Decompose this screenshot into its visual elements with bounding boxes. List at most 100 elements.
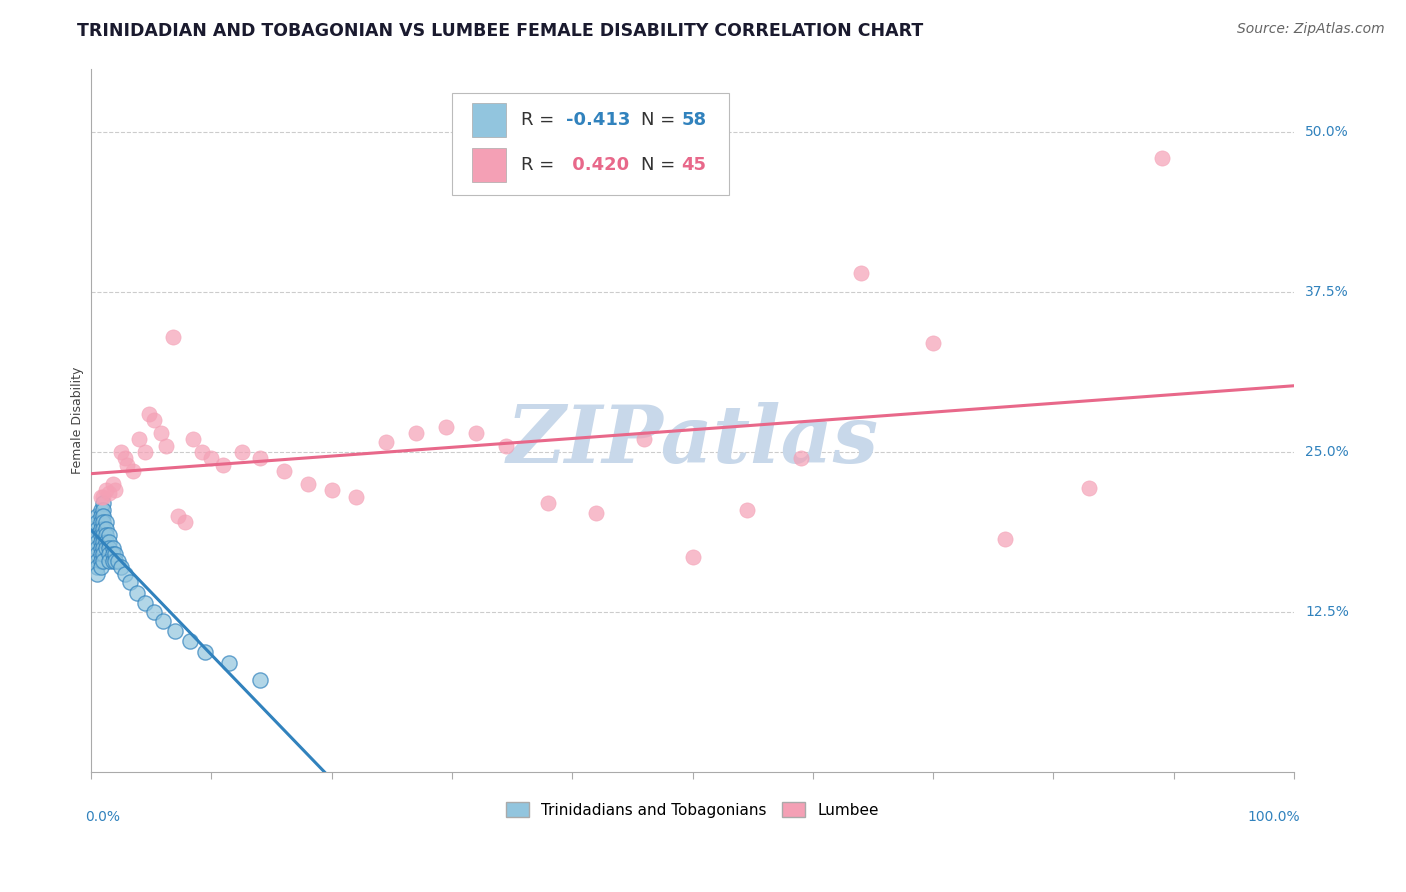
Point (91, 522, 114, 536)
Point (86, 522, 108, 536)
Text: 12.5%: 12.5% (1305, 605, 1348, 619)
Text: 100.0%: 100.0% (1247, 810, 1301, 824)
Point (86, 534, 108, 549)
Point (735, 502, 758, 516)
Point (374, 434, 396, 449)
Point (249, 673, 271, 687)
Point (212, 458, 235, 472)
Point (101, 541, 124, 555)
Text: R =: R = (520, 111, 560, 128)
Point (107, 554, 129, 568)
Point (249, 451, 271, 466)
Point (142, 605, 165, 619)
Point (91, 502, 114, 516)
Point (91, 547, 114, 561)
Point (101, 547, 124, 561)
Legend: Trinidadians and Tobagonians, Lumbee: Trinidadians and Tobagonians, Lumbee (501, 796, 884, 824)
Point (162, 330, 184, 344)
Text: 0.0%: 0.0% (86, 810, 120, 824)
Point (104, 547, 127, 561)
Point (91, 496, 114, 510)
Point (128, 432, 150, 446)
Point (537, 496, 560, 510)
Point (633, 432, 655, 446)
Point (166, 508, 188, 523)
Point (922, 336, 945, 351)
Point (90, 560, 112, 574)
FancyBboxPatch shape (451, 93, 728, 195)
Point (790, 451, 813, 466)
Text: 45: 45 (682, 156, 707, 174)
Point (90, 554, 112, 568)
Text: Source: ZipAtlas.com: Source: ZipAtlas.com (1237, 22, 1385, 37)
Point (122, 464, 145, 478)
Point (86, 528, 108, 542)
Point (90, 516, 112, 530)
Point (321, 483, 343, 498)
Point (94, 483, 117, 498)
Point (1078, 481, 1101, 495)
Point (994, 532, 1017, 546)
Point (86, 554, 108, 568)
Point (465, 425, 488, 440)
Point (297, 477, 319, 491)
Point (495, 439, 517, 453)
FancyBboxPatch shape (472, 103, 506, 136)
Point (98, 554, 121, 568)
Point (94, 516, 117, 530)
Point (94, 534, 117, 549)
Point (155, 439, 177, 453)
Point (86, 541, 108, 555)
Text: -0.413: -0.413 (567, 111, 631, 128)
Point (1150, 151, 1173, 165)
Text: TRINIDADIAN AND TOBAGONIAN VS LUMBEE FEMALE DISABILITY CORRELATION CHART: TRINIDADIAN AND TOBAGONIAN VS LUMBEE FEM… (77, 22, 924, 40)
Point (91, 534, 114, 549)
Text: 37.5%: 37.5% (1305, 285, 1348, 299)
Point (114, 566, 136, 581)
Y-axis label: Female Disability: Female Disability (72, 367, 84, 474)
Point (114, 451, 136, 466)
Point (134, 445, 156, 459)
Text: ZIPatlas: ZIPatlas (506, 402, 879, 480)
Point (194, 644, 217, 658)
Text: N =: N = (641, 111, 681, 128)
Text: 50.0%: 50.0% (1305, 126, 1348, 139)
Point (344, 490, 367, 504)
Point (94, 541, 117, 555)
Point (98, 547, 121, 561)
Point (405, 425, 427, 440)
Point (98, 534, 121, 549)
Point (152, 614, 174, 628)
Point (191, 445, 214, 459)
Point (91, 528, 114, 542)
Point (91, 554, 114, 568)
Point (86, 560, 108, 574)
Point (165, 624, 187, 638)
Point (118, 575, 141, 590)
Point (91, 490, 114, 504)
Point (218, 656, 240, 670)
Point (200, 451, 222, 466)
Point (117, 458, 139, 472)
Point (86, 516, 108, 530)
Point (125, 585, 148, 599)
Point (90, 508, 112, 523)
Point (231, 445, 253, 459)
Point (90, 490, 112, 504)
Point (174, 516, 197, 530)
Point (101, 554, 124, 568)
Point (434, 419, 457, 434)
Point (90, 547, 112, 561)
Point (98, 541, 121, 555)
Point (94, 522, 117, 536)
Point (104, 483, 127, 498)
Point (90, 528, 112, 542)
Point (142, 413, 165, 427)
Point (138, 407, 160, 421)
Point (149, 425, 172, 440)
Point (98, 486, 121, 500)
Point (110, 560, 132, 574)
Point (91, 541, 114, 555)
Point (110, 445, 132, 459)
Point (849, 266, 872, 280)
